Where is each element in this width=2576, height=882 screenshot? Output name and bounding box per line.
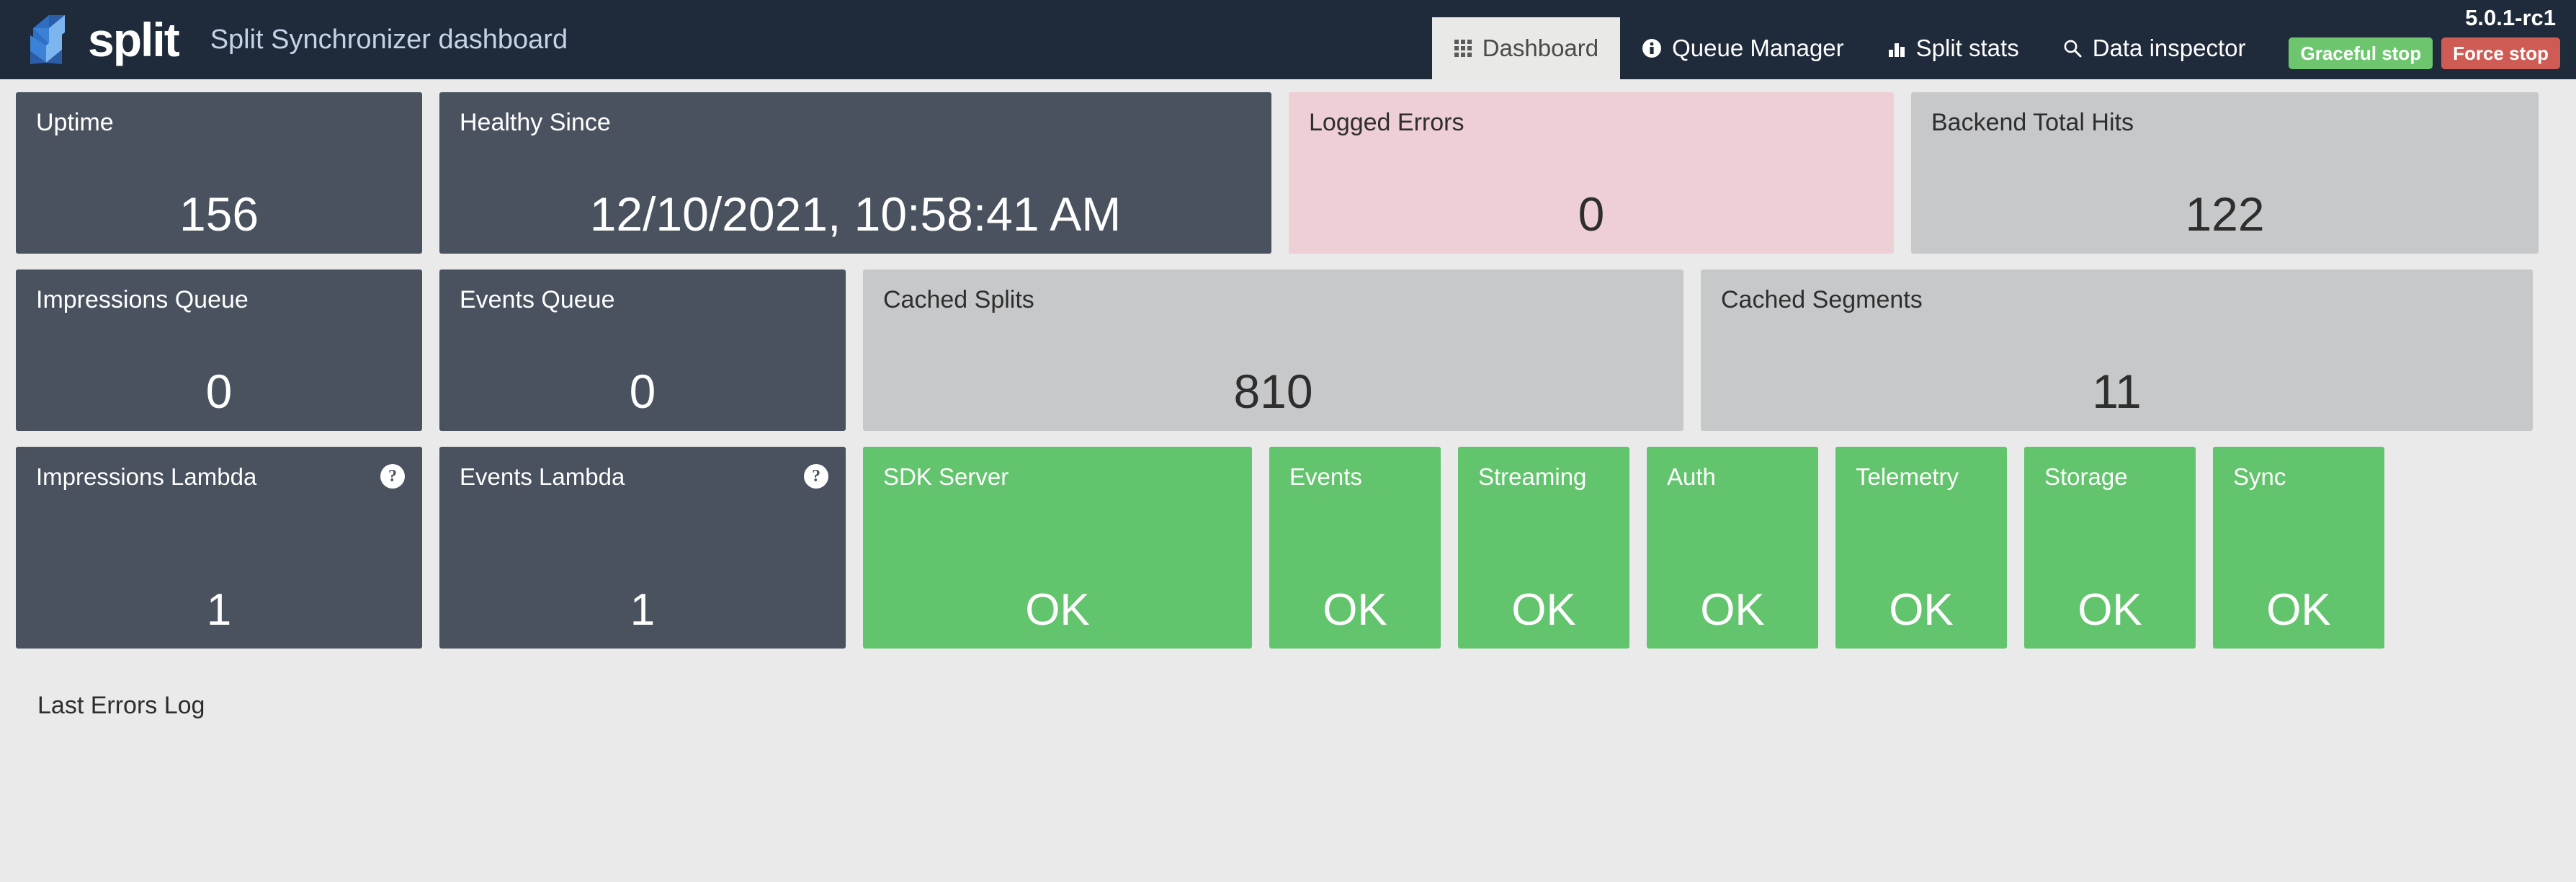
card-status-streaming-title: Streaming bbox=[1478, 463, 1587, 490]
tab-queue-manager-label: Queue Manager bbox=[1672, 35, 1844, 61]
split-logo-icon bbox=[20, 14, 75, 66]
card-uptime-value: 156 bbox=[179, 187, 259, 241]
help-icon[interactable]: ? bbox=[380, 464, 405, 489]
card-status-events-title: Events bbox=[1289, 463, 1362, 490]
card-status-sdk-server: SDK Server OK bbox=[863, 447, 1252, 649]
metrics-row-3: ? Impressions Lambda 1 ? Events Lambda 1… bbox=[16, 447, 2560, 649]
top-navbar: split Split Synchronizer dashboard Dashb… bbox=[0, 0, 2576, 79]
card-events-queue-value: 0 bbox=[629, 365, 656, 418]
dashboard-grid: Uptime 156 Healthy Since 12/10/2021, 10:… bbox=[0, 79, 2576, 720]
card-status-sdk-server-value: OK bbox=[1025, 585, 1090, 635]
card-uptime: Uptime 156 bbox=[16, 92, 422, 254]
card-events-lambda: ? Events Lambda 1 bbox=[439, 447, 846, 649]
version-label: 5.0.1-rc1 bbox=[2465, 4, 2556, 30]
card-cached-segments-value: 11 bbox=[2092, 365, 2142, 418]
info-icon bbox=[1642, 38, 1662, 58]
card-backend-total-hits-title: Backend Total Hits bbox=[1931, 109, 2134, 136]
card-status-events-value: OK bbox=[1323, 585, 1387, 635]
card-impressions-queue: Impressions Queue 0 bbox=[16, 270, 422, 431]
help-icon[interactable]: ? bbox=[804, 464, 828, 489]
brand[interactable]: split Split Synchronizer dashboard bbox=[20, 14, 568, 66]
card-backend-total-hits-value: 122 bbox=[2185, 187, 2265, 241]
card-impressions-lambda: ? Impressions Lambda 1 bbox=[16, 447, 422, 649]
card-healthy-since-value: 12/10/2021, 10:58:41 AM bbox=[589, 187, 1122, 241]
card-status-telemetry-title: Telemetry bbox=[1856, 463, 1959, 490]
metrics-row-2: Impressions Queue 0 Events Queue 0 Cache… bbox=[16, 270, 2560, 431]
graceful-stop-button[interactable]: Graceful stop bbox=[2289, 37, 2433, 69]
card-status-telemetry: Telemetry OK bbox=[1835, 447, 2007, 649]
tab-split-stats-label: Split stats bbox=[1915, 35, 2019, 61]
card-impressions-lambda-title: Impressions Lambda bbox=[36, 463, 257, 490]
card-events-queue-title: Events Queue bbox=[460, 286, 615, 313]
page-title: Split Synchronizer dashboard bbox=[210, 24, 568, 55]
tab-queue-manager[interactable]: Queue Manager bbox=[1620, 17, 1866, 79]
stop-buttons: Graceful stop Force stop bbox=[2289, 37, 2560, 69]
card-status-telemetry-value: OK bbox=[1889, 585, 1954, 635]
last-errors-log-title: Last Errors Log bbox=[37, 692, 205, 719]
card-cached-segments: Cached Segments 11 bbox=[1701, 270, 2533, 431]
bar-chart-icon bbox=[1887, 39, 1906, 58]
tab-data-inspector[interactable]: Data inspector bbox=[2041, 17, 2268, 79]
card-impressions-queue-value: 0 bbox=[205, 365, 233, 418]
card-status-streaming-value: OK bbox=[1511, 585, 1576, 635]
card-cached-splits-title: Cached Splits bbox=[883, 286, 1034, 313]
card-status-streaming: Streaming OK bbox=[1458, 447, 1629, 649]
main-nav: Dashboard Queue Manager bbox=[1431, 0, 2268, 79]
last-errors-log-section: Last Errors Log bbox=[16, 664, 2560, 720]
card-status-sync-value: OK bbox=[2266, 585, 2331, 635]
card-status-auth: Auth OK bbox=[1647, 447, 1818, 649]
card-logged-errors-title: Logged Errors bbox=[1309, 109, 1464, 136]
card-healthy-since-title: Healthy Since bbox=[460, 109, 611, 136]
card-status-sdk-server-title: SDK Server bbox=[883, 463, 1009, 490]
card-status-auth-value: OK bbox=[1700, 585, 1765, 635]
card-cached-splits-value: 810 bbox=[1233, 365, 1313, 418]
card-status-auth-title: Auth bbox=[1667, 463, 1716, 490]
metrics-row-1: Uptime 156 Healthy Since 12/10/2021, 10:… bbox=[16, 92, 2560, 254]
card-backend-total-hits: Backend Total Hits 122 bbox=[1911, 92, 2539, 254]
card-uptime-title: Uptime bbox=[36, 109, 114, 136]
grid-icon bbox=[1454, 39, 1472, 58]
card-cached-splits: Cached Splits 810 bbox=[863, 270, 1683, 431]
tab-dashboard-label: Dashboard bbox=[1482, 35, 1599, 61]
card-status-events: Events OK bbox=[1269, 447, 1441, 649]
brand-word: split bbox=[88, 13, 180, 66]
card-logged-errors: Logged Errors 0 bbox=[1289, 92, 1894, 254]
card-events-lambda-title: Events Lambda bbox=[460, 463, 625, 490]
card-status-sync: Sync OK bbox=[2213, 447, 2384, 649]
card-status-storage-value: OK bbox=[2078, 585, 2142, 635]
search-icon bbox=[2062, 38, 2083, 58]
card-impressions-lambda-value: 1 bbox=[206, 585, 232, 635]
card-impressions-queue-title: Impressions Queue bbox=[36, 286, 249, 313]
card-events-queue: Events Queue 0 bbox=[439, 270, 846, 431]
card-logged-errors-value: 0 bbox=[1578, 187, 1605, 241]
card-cached-segments-title: Cached Segments bbox=[1721, 286, 1923, 313]
tab-dashboard[interactable]: Dashboard bbox=[1431, 17, 1621, 79]
card-status-sync-title: Sync bbox=[2233, 463, 2286, 490]
version-and-controls: 5.0.1-rc1 Graceful stop Force stop bbox=[2289, 0, 2560, 79]
card-status-storage-title: Storage bbox=[2044, 463, 2128, 490]
card-status-storage: Storage OK bbox=[2024, 447, 2196, 649]
force-stop-button[interactable]: Force stop bbox=[2441, 37, 2560, 69]
tab-data-inspector-label: Data inspector bbox=[2092, 35, 2246, 61]
card-healthy-since: Healthy Since 12/10/2021, 10:58:41 AM bbox=[439, 92, 1271, 254]
tab-split-stats[interactable]: Split stats bbox=[1866, 17, 2041, 79]
card-events-lambda-value: 1 bbox=[630, 585, 656, 635]
navbar-right: Dashboard Queue Manager bbox=[1431, 0, 2560, 79]
